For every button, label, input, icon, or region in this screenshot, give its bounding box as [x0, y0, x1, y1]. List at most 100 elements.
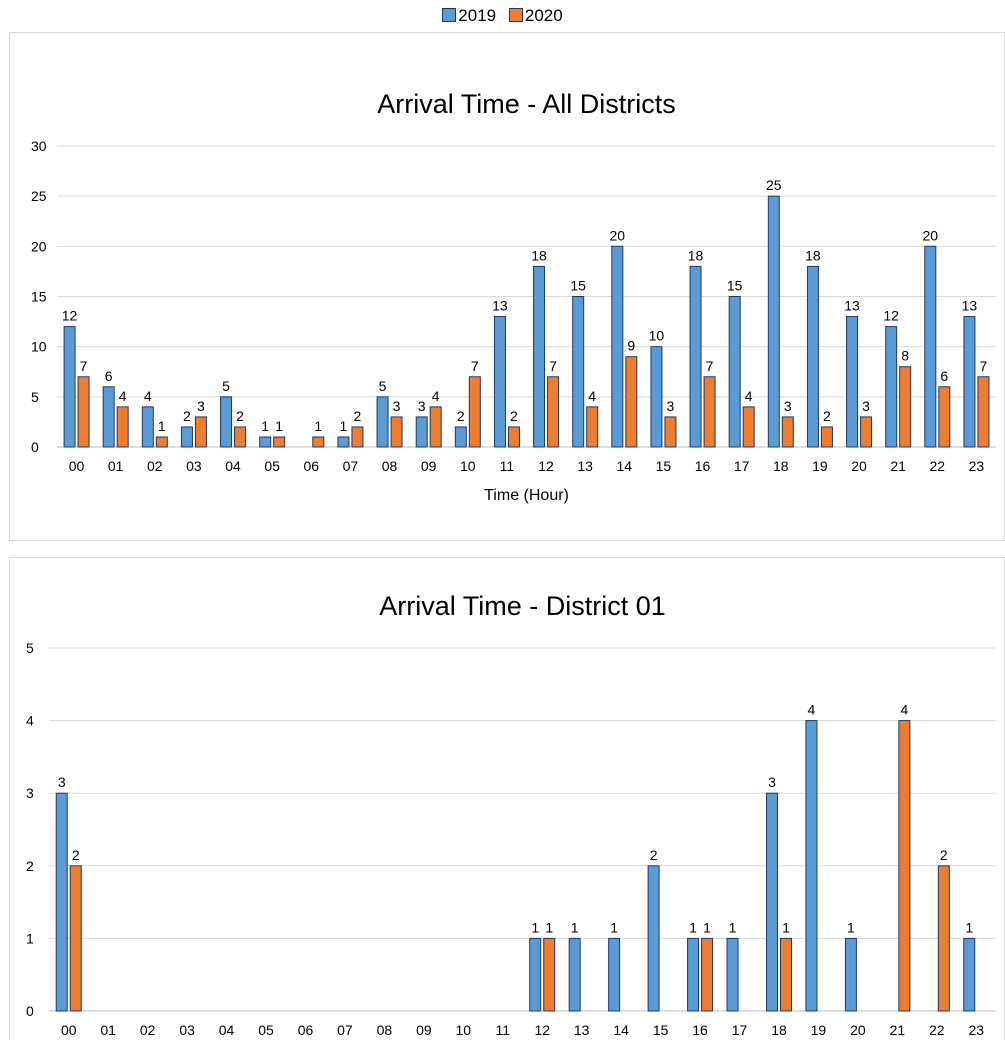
data-label-2019-19: 18 — [805, 247, 821, 263]
x-tick-label-13: 13 — [577, 458, 593, 474]
bar-2020-02 — [155, 436, 168, 448]
bar-2020-17 — [742, 406, 755, 448]
bar-2019-13 — [568, 937, 581, 1012]
bar-2019-02 — [141, 406, 154, 448]
data-label-2020-07: 2 — [354, 408, 362, 424]
x-tick-label-01: 01 — [100, 1022, 116, 1038]
data-label-2020-11: 2 — [510, 408, 518, 424]
data-label-2019-00: 3 — [58, 774, 66, 790]
x-tick-label-03: 03 — [179, 1022, 195, 1038]
bar-2019-12 — [529, 937, 542, 1012]
bar-2020-16 — [703, 376, 716, 448]
bar-2020-21 — [899, 366, 912, 448]
bar-2020-21 — [898, 720, 911, 1012]
y-tick-label-20: 20 — [31, 238, 47, 254]
y-tick-label-3: 3 — [26, 785, 34, 801]
data-label-2019-08: 5 — [379, 378, 387, 394]
data-label-2019-16: 18 — [688, 247, 704, 263]
x-tick-label-09: 09 — [416, 1022, 432, 1038]
data-label-2019-01: 6 — [105, 368, 113, 384]
x-tick-label-00: 00 — [69, 458, 85, 474]
bar-2019-18 — [767, 195, 780, 448]
y-tick-label-1: 1 — [26, 930, 34, 946]
x-tick-label-12: 12 — [538, 458, 554, 474]
x-tick-label-19: 19 — [811, 1022, 827, 1038]
x-tick-label-01: 01 — [108, 458, 124, 474]
legend-swatch-2020 — [508, 8, 523, 22]
chart-panel-district-01: Arrival Time - District 01 0 1 2 3 4 5 00 3 2 01 02… — [9, 557, 1005, 1040]
bar-2020-09 — [429, 406, 442, 448]
data-label-2019-17: 15 — [727, 278, 743, 294]
x-tick-label-02: 02 — [140, 1022, 156, 1038]
data-label-2019-04: 5 — [222, 378, 230, 394]
x-tick-label-06: 06 — [304, 458, 320, 474]
data-label-2019-23: 1 — [965, 919, 973, 935]
x-tick-label-14: 14 — [617, 458, 633, 474]
x-tick-label-21: 21 — [890, 1022, 906, 1038]
x-tick-label-20: 20 — [850, 1022, 866, 1038]
x-tick-label-05: 05 — [258, 1022, 274, 1038]
y-tick-label-4: 4 — [26, 713, 34, 729]
bar-2020-15 — [664, 416, 677, 448]
x-tick-label-16: 16 — [695, 458, 711, 474]
bar-2020-23 — [977, 376, 990, 448]
x-tick-label-05: 05 — [264, 458, 280, 474]
data-label-2019-10: 2 — [457, 408, 465, 424]
bar-2020-03 — [194, 416, 207, 448]
x-tick-label-00: 00 — [61, 1022, 77, 1038]
data-label-2020-21: 8 — [901, 348, 909, 364]
data-label-2019-05: 1 — [261, 418, 269, 434]
bar-2019-00 — [63, 326, 76, 448]
data-label-2020-00: 7 — [80, 358, 88, 374]
y-tick-label-10: 10 — [31, 339, 47, 355]
data-label-2019-12: 1 — [531, 919, 539, 935]
x-tick-label-15: 15 — [653, 1022, 669, 1038]
chart-title: Arrival Time - All Districts — [377, 89, 676, 119]
legend-label-2019: 2019 — [458, 6, 497, 25]
x-tick-label-15: 15 — [656, 458, 672, 474]
bar-2020-05 — [273, 436, 286, 448]
data-label-2020-23: 7 — [980, 358, 988, 374]
bar-2019-04 — [220, 396, 233, 448]
x-tick-label-10: 10 — [460, 458, 476, 474]
y-tick-label-2: 2 — [26, 858, 34, 874]
bar-2020-22 — [937, 865, 950, 1012]
bar-2020-00 — [77, 376, 90, 448]
bar-2019-19 — [805, 720, 818, 1012]
bar-2019-18 — [765, 792, 778, 1012]
x-tick-label-12: 12 — [534, 1022, 550, 1038]
bar-2020-07 — [351, 426, 364, 448]
bar-2020-00 — [69, 865, 82, 1012]
data-label-2019-14: 1 — [610, 919, 618, 935]
bar-2019-14 — [608, 937, 621, 1012]
x-tick-label-16: 16 — [692, 1022, 708, 1038]
data-label-2019-12: 18 — [531, 247, 547, 263]
data-label-2019-02: 4 — [144, 388, 152, 404]
data-label-2020-16: 7 — [706, 358, 714, 374]
x-tick-label-21: 21 — [890, 458, 906, 474]
bar-2019-13 — [572, 296, 585, 448]
x-tick-label-04: 04 — [219, 1022, 235, 1038]
x-tick-label-20: 20 — [851, 458, 867, 474]
bar-2019-17 — [728, 296, 741, 448]
bar-2019-08 — [376, 396, 389, 448]
data-label-2020-09: 4 — [432, 388, 440, 404]
data-label-2019-18: 25 — [766, 177, 782, 193]
x-tick-label-07: 07 — [337, 1022, 353, 1038]
data-label-2020-20: 3 — [862, 398, 870, 414]
chart-panel-all-districts: Arrival Time - All Districts 0 5 10 15 20 25 30… — [9, 32, 1005, 541]
data-label-2020-22: 6 — [940, 368, 948, 384]
bar-2019-01 — [102, 386, 115, 448]
data-label-2020-14: 9 — [627, 338, 635, 354]
bar-2019-09 — [415, 416, 428, 448]
x-tick-label-10: 10 — [456, 1022, 472, 1038]
bar-2019-07 — [337, 436, 350, 448]
bar-2020-06 — [312, 436, 325, 448]
data-label-2020-18: 1 — [782, 919, 790, 935]
data-label-2019-23: 13 — [962, 298, 978, 314]
data-label-2019-09: 3 — [418, 398, 426, 414]
x-tick-label-11: 11 — [495, 1022, 510, 1038]
data-label-2020-16: 1 — [703, 919, 711, 935]
data-label-2019-16: 1 — [689, 919, 697, 935]
bar-2019-23 — [963, 316, 976, 448]
